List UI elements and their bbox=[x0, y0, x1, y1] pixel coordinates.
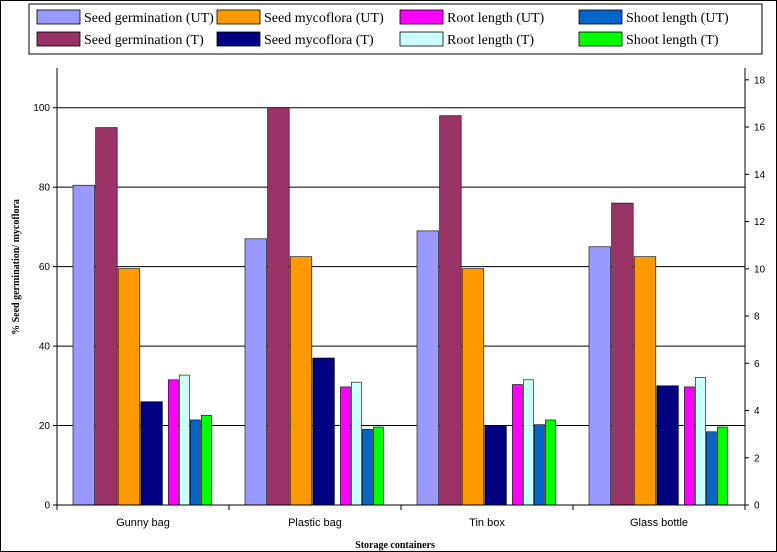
legend-label-shoot-length-t: Shoot length (T) bbox=[626, 33, 719, 48]
bar-shoot-length-t-gunny-bag bbox=[201, 414, 212, 506]
legend-label-seed-germination-t: Seed germination (T) bbox=[84, 33, 204, 48]
legend-swatch-seed-germination-ut bbox=[36, 9, 81, 25]
y-tick-label-right: 10 bbox=[754, 264, 766, 275]
legend-label-root-length-t: Root length (T) bbox=[447, 33, 534, 48]
bar-seed-mycoflora-ut-plastic-bag bbox=[289, 256, 313, 506]
bar-seed-mycoflora-t-plastic-bag bbox=[312, 357, 335, 506]
legend-label-root-length-ut: Root length (UT) bbox=[447, 11, 545, 26]
legend-label-shoot-length-ut: Shoot length (UT) bbox=[626, 11, 729, 26]
bars bbox=[72, 107, 728, 506]
bar-seed-germination-ut-glass-bottle bbox=[588, 246, 611, 506]
legend-swatch-root-length-ut bbox=[399, 9, 444, 25]
bar-seed-germination-ut-plastic-bag bbox=[244, 238, 267, 506]
legend: Seed germination (UT) Seed mycoflora (UT)… bbox=[28, 3, 763, 55]
bar-seed-germination-ut-gunny-bag bbox=[72, 184, 95, 506]
bar-root-length-t-plastic-bag bbox=[351, 381, 362, 506]
category-label-glass-bottle: Glass bottle bbox=[630, 517, 688, 529]
bar-shoot-length-ut-gunny-bag bbox=[190, 419, 201, 506]
legend-swatch-seed-mycoflora-ut bbox=[216, 9, 261, 25]
legend-label-seed-mycoflora-t: Seed mycoflora (T) bbox=[264, 33, 374, 48]
bar-seed-mycoflora-ut-tin-box bbox=[461, 268, 485, 506]
bar-root-length-t-tin-box bbox=[523, 379, 534, 506]
legend-swatch-seed-germination-t bbox=[36, 31, 81, 47]
bar-root-length-t-gunny-bag bbox=[179, 374, 190, 506]
category-label-tin-box: Tin box bbox=[469, 517, 505, 529]
y-tick-label-right: 4 bbox=[754, 406, 760, 417]
bar-shoot-length-ut-tin-box bbox=[534, 424, 545, 506]
legend-swatch-seed-mycoflora-t bbox=[216, 31, 261, 47]
bar-seed-mycoflora-t-gunny-bag bbox=[140, 401, 163, 506]
bar-seed-germination-t-glass-bottle bbox=[611, 202, 634, 506]
y-tick-label-right: 2 bbox=[754, 453, 760, 464]
y-tick-label-right: 18 bbox=[754, 75, 766, 86]
y-axis-title: % Seed germination/ mycoflora bbox=[11, 199, 22, 335]
bar-root-length-t-glass-bottle bbox=[695, 377, 706, 506]
y-tick-label-left: 100 bbox=[33, 103, 50, 114]
bar-root-length-ut-tin-box bbox=[512, 384, 523, 506]
bar-seed-germination-t-tin-box bbox=[439, 115, 462, 506]
category-label-plastic-bag: Plastic bag bbox=[288, 517, 342, 529]
bar-seed-mycoflora-ut-gunny-bag bbox=[117, 268, 141, 506]
bar-shoot-length-t-plastic-bag bbox=[373, 426, 384, 506]
legend-swatch-root-length-t bbox=[399, 31, 444, 47]
legend-swatch-shoot-length-t bbox=[578, 31, 623, 47]
legend-label-seed-mycoflora-ut: Seed mycoflora (UT) bbox=[264, 11, 384, 26]
y-tick-label-right: 16 bbox=[754, 123, 766, 134]
y-tick-label-left: 60 bbox=[39, 262, 51, 273]
bar-seed-mycoflora-ut-glass-bottle bbox=[633, 256, 657, 506]
bar-shoot-length-t-tin-box bbox=[545, 419, 556, 506]
y-tick-label-left: 0 bbox=[44, 501, 50, 512]
y-tick-label-right: 14 bbox=[754, 170, 766, 181]
legend-box bbox=[28, 3, 763, 55]
category-label-gunny-bag: Gunny bag bbox=[116, 517, 170, 529]
x-axis-title: Storage containers bbox=[355, 540, 435, 551]
category-labels: Gunny bag Plastic bag Tin box Glass bottle bbox=[116, 517, 688, 529]
bar-seed-mycoflora-t-tin-box bbox=[484, 425, 507, 506]
bar-root-length-ut-plastic-bag bbox=[340, 386, 351, 506]
y-tick-label-right: 0 bbox=[754, 501, 760, 512]
axes bbox=[56, 68, 746, 510]
y-tick-label-left: 40 bbox=[39, 342, 51, 353]
bar-seed-germination-t-gunny-bag bbox=[95, 127, 118, 506]
bar-seed-mycoflora-t-glass-bottle bbox=[656, 385, 679, 506]
y-tick-label-right: 12 bbox=[754, 217, 766, 228]
bar-shoot-length-ut-plastic-bag bbox=[362, 429, 373, 506]
bar-root-length-ut-gunny-bag bbox=[168, 379, 179, 506]
legend-swatch-shoot-length-ut bbox=[578, 9, 623, 25]
y-tick-label-left: 20 bbox=[39, 421, 51, 432]
legend-label-seed-germination-ut: Seed germination (UT) bbox=[84, 11, 214, 26]
bar-root-length-ut-glass-bottle bbox=[684, 386, 695, 506]
bar-seed-germination-ut-tin-box bbox=[416, 230, 439, 506]
bar-shoot-length-ut-glass-bottle bbox=[706, 431, 717, 506]
bar-shoot-length-t-glass-bottle bbox=[717, 426, 728, 506]
tick-labels: 0 20 40 60 80 100 0 2 4 6 8 10 12 14 16 18 bbox=[33, 75, 765, 511]
y-tick-label-right: 8 bbox=[754, 312, 760, 323]
y-tick-label-right: 6 bbox=[754, 359, 760, 370]
y-tick-label-left: 80 bbox=[39, 183, 51, 194]
bar-seed-germination-t-plastic-bag bbox=[267, 107, 290, 506]
